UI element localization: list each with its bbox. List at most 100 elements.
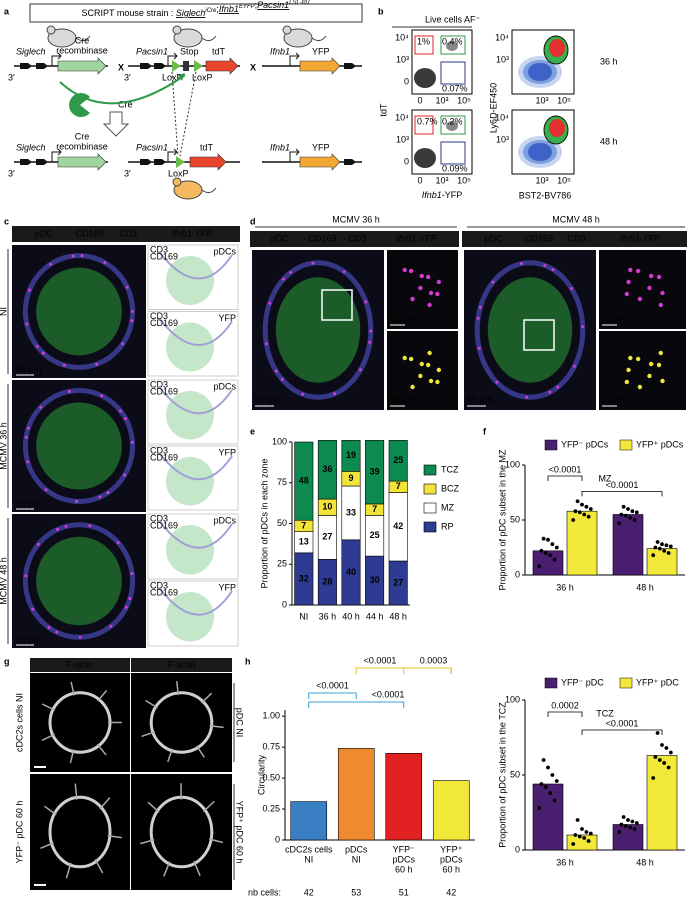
cell-signal bbox=[26, 460, 30, 464]
protrusion bbox=[96, 743, 107, 756]
protrusion bbox=[196, 745, 206, 758]
zoom-box bbox=[321, 289, 353, 321]
label: CD169 bbox=[525, 233, 553, 243]
data-label: 7 bbox=[396, 481, 401, 491]
circularity-score: 0.190 bbox=[34, 676, 57, 686]
protrusion bbox=[147, 801, 160, 813]
cell-signal bbox=[36, 542, 40, 546]
label: 0.7% bbox=[417, 116, 438, 126]
cell-count: 42 bbox=[304, 887, 314, 897]
bar-segment bbox=[365, 440, 385, 505]
cell-signal bbox=[635, 356, 641, 362]
cell-signal bbox=[491, 280, 495, 284]
cell-signal bbox=[635, 268, 641, 274]
legend-label: YFP⁻ pDC bbox=[561, 677, 604, 687]
bar bbox=[290, 801, 328, 841]
tcz-shape bbox=[166, 525, 214, 575]
data-point bbox=[657, 546, 662, 551]
cell-signal bbox=[98, 495, 102, 499]
gene: Ifnb1 bbox=[219, 4, 239, 14]
x-tick-label: YFP⁺ bbox=[440, 844, 463, 854]
axis-title: Proportion of pDCs in each zone bbox=[259, 458, 269, 588]
data-point bbox=[548, 791, 553, 795]
cell-signal bbox=[39, 405, 43, 409]
cell-signal bbox=[121, 342, 125, 346]
chart-title: TCZ bbox=[596, 708, 614, 718]
promoter bbox=[167, 52, 178, 66]
label: 50 µm bbox=[16, 634, 41, 644]
data-point bbox=[571, 518, 576, 522]
panel-letter: h bbox=[245, 656, 251, 666]
data-point bbox=[632, 518, 637, 522]
cell-signal bbox=[435, 379, 440, 385]
data-point bbox=[584, 830, 589, 834]
cell-signal bbox=[476, 316, 480, 320]
cell-signal bbox=[624, 379, 630, 385]
x-tick-label: 36 h bbox=[556, 857, 574, 867]
panel-letter: g bbox=[4, 656, 10, 666]
label: F-actin bbox=[168, 659, 196, 669]
label: 20 µm bbox=[390, 312, 415, 322]
cell-signal bbox=[427, 302, 432, 308]
data-point bbox=[573, 833, 578, 837]
data-point bbox=[655, 731, 660, 735]
loxp-site bbox=[194, 60, 203, 72]
y-tick-label: 0 bbox=[515, 844, 520, 854]
label: YFP bbox=[218, 313, 236, 323]
panel-letter: c bbox=[4, 216, 9, 226]
cell-signal bbox=[626, 279, 631, 285]
data-point bbox=[619, 512, 624, 517]
cell-signal bbox=[418, 373, 423, 379]
bar bbox=[646, 548, 678, 576]
label: pDCs bbox=[213, 381, 236, 391]
y-tick-label: 100 bbox=[272, 436, 287, 446]
label: Live cells AF⁻ bbox=[425, 14, 481, 24]
circularity-score: 0.847 bbox=[135, 676, 158, 686]
label: Cre bbox=[75, 35, 90, 45]
legend-swatch bbox=[423, 464, 437, 476]
cell-signal bbox=[95, 362, 99, 366]
y-tick-label: 50 bbox=[510, 514, 520, 524]
cell-signal bbox=[56, 527, 60, 531]
label: LoxP bbox=[168, 168, 189, 178]
data-point bbox=[546, 765, 550, 770]
cell-signal bbox=[624, 291, 630, 297]
cell-cloud bbox=[446, 41, 458, 51]
cell-signal bbox=[649, 361, 654, 367]
comparison-bracket bbox=[547, 475, 583, 481]
cell-signal bbox=[109, 624, 113, 628]
legend-swatch bbox=[619, 439, 633, 451]
cell-signal bbox=[311, 261, 315, 265]
data-label: 7 bbox=[372, 504, 377, 514]
data-point bbox=[660, 542, 664, 547]
label: CD169 bbox=[76, 228, 104, 238]
comparison-bracket bbox=[308, 692, 357, 699]
bar bbox=[432, 780, 470, 841]
data-label: 42 bbox=[393, 521, 403, 531]
protrusion bbox=[201, 692, 213, 704]
label: CD169 bbox=[150, 452, 178, 462]
data-point bbox=[541, 536, 546, 541]
data-point bbox=[628, 825, 633, 830]
panel-letter: f bbox=[483, 426, 487, 436]
protrusion bbox=[208, 838, 224, 844]
title-box bbox=[29, 3, 363, 23]
label: 10⁵ bbox=[557, 175, 571, 185]
cell-signal bbox=[333, 392, 337, 396]
bar-segment bbox=[341, 440, 361, 472]
cell-signal bbox=[548, 390, 552, 394]
p-value: 0.0003 bbox=[420, 655, 448, 665]
exon bbox=[36, 159, 48, 165]
label: CD169 bbox=[150, 587, 178, 597]
cell-signal bbox=[402, 355, 407, 361]
label: 50 µm bbox=[16, 364, 41, 374]
label: MCMV 36 h bbox=[0, 422, 8, 470]
cell-signal bbox=[268, 301, 272, 305]
label: Pacsin1 bbox=[136, 142, 168, 152]
data-label: 33 bbox=[346, 507, 356, 517]
legend-swatch bbox=[423, 483, 437, 495]
gene: Pacsin1 bbox=[257, 0, 289, 10]
process-arrow bbox=[102, 111, 130, 137]
mouse-ear bbox=[282, 25, 292, 35]
gate bbox=[440, 61, 466, 85]
